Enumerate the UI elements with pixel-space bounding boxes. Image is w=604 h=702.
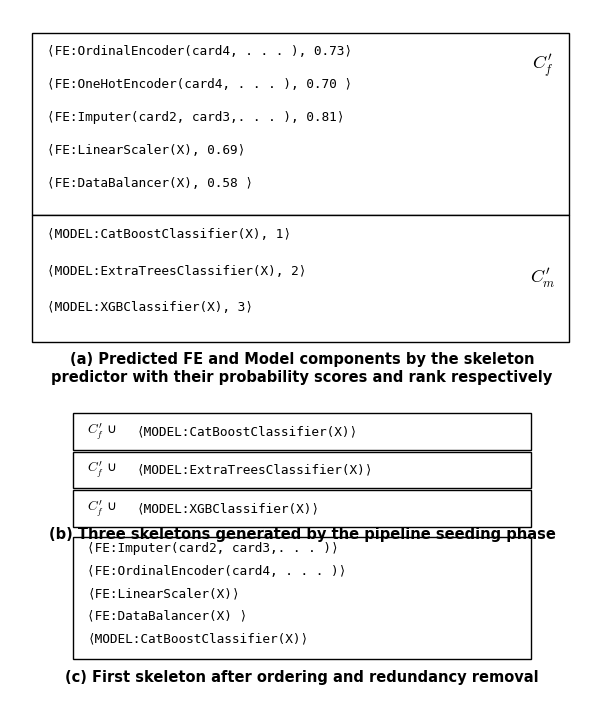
Text: (b) Three skeletons generated by the pipeline seeding phase: (b) Three skeletons generated by the pip… bbox=[48, 526, 556, 542]
Text: $C_f'$ ∪: $C_f'$ ∪ bbox=[88, 460, 119, 480]
Text: ⟨FE:Imputer(card2, card3,. . . ), 0.81⟩: ⟨FE:Imputer(card2, card3,. . . ), 0.81⟩ bbox=[47, 111, 344, 124]
Text: ⟨MODEL:ExtraTreesClassifier(Χ), 2⟩: ⟨MODEL:ExtraTreesClassifier(Χ), 2⟩ bbox=[47, 265, 306, 278]
FancyBboxPatch shape bbox=[33, 215, 569, 342]
Text: ⟨FE:LinearScaler(Χ), 0.69⟩: ⟨FE:LinearScaler(Χ), 0.69⟩ bbox=[47, 144, 245, 157]
FancyBboxPatch shape bbox=[73, 413, 531, 450]
Text: $C_f'$: $C_f'$ bbox=[532, 53, 553, 79]
Text: ⟨MODEL:CatBoostClassifier(Χ)⟩: ⟨MODEL:CatBoostClassifier(Χ)⟩ bbox=[137, 425, 358, 438]
Text: ⟨MODEL:XGBClassifier(Χ), 3⟩: ⟨MODEL:XGBClassifier(Χ), 3⟩ bbox=[47, 301, 252, 314]
Text: ⟨FE:LinearScaler(Χ)⟩: ⟨FE:LinearScaler(Χ)⟩ bbox=[88, 588, 240, 600]
Text: $C_f'$ ∪: $C_f'$ ∪ bbox=[88, 422, 119, 442]
Text: ⟨FE:OrdinalEncoder(card4, . . . )⟩: ⟨FE:OrdinalEncoder(card4, . . . )⟩ bbox=[88, 564, 347, 578]
Text: (c) First skeleton after ordering and redundancy removal: (c) First skeleton after ordering and re… bbox=[65, 670, 539, 684]
Text: ⟨MODEL:ExtraTreesClassifier(Χ)⟩: ⟨MODEL:ExtraTreesClassifier(Χ)⟩ bbox=[137, 463, 373, 477]
FancyBboxPatch shape bbox=[73, 490, 531, 526]
Text: $C_m'$: $C_m'$ bbox=[530, 267, 556, 291]
FancyBboxPatch shape bbox=[73, 452, 531, 489]
Text: ⟨FE:OneHotEncoder(card4, . . . ), 0.70 ⟩: ⟨FE:OneHotEncoder(card4, . . . ), 0.70 ⟩ bbox=[47, 78, 352, 91]
Text: ⟨FE:Imputer(card2, card3,. . . )⟩: ⟨FE:Imputer(card2, card3,. . . )⟩ bbox=[88, 542, 339, 555]
Text: ⟨MODEL:CatBoostClassifier(Χ), 1⟩: ⟨MODEL:CatBoostClassifier(Χ), 1⟩ bbox=[47, 228, 291, 241]
FancyBboxPatch shape bbox=[33, 34, 569, 215]
FancyBboxPatch shape bbox=[73, 538, 531, 659]
Text: $C_f'$ ∪: $C_f'$ ∪ bbox=[88, 498, 119, 519]
Text: ⟨MODEL:XGBClassifier(Χ)⟩: ⟨MODEL:XGBClassifier(Χ)⟩ bbox=[137, 502, 320, 515]
Text: (a) Predicted FE and Model components by the skeleton
predictor with their proba: (a) Predicted FE and Model components by… bbox=[51, 352, 553, 385]
Text: ⟨FE:DataBalancer(Χ), 0.58 ⟩: ⟨FE:DataBalancer(Χ), 0.58 ⟩ bbox=[47, 177, 252, 190]
Text: ⟨MODEL:CatBoostClassifier(Χ)⟩: ⟨MODEL:CatBoostClassifier(Χ)⟩ bbox=[88, 633, 309, 645]
Text: ⟨FE:DataBalancer(Χ) ⟩: ⟨FE:DataBalancer(Χ) ⟩ bbox=[88, 610, 248, 623]
Text: ⟨FE:OrdinalEncoder(card4, . . . ), 0.73⟩: ⟨FE:OrdinalEncoder(card4, . . . ), 0.73⟩ bbox=[47, 45, 352, 58]
